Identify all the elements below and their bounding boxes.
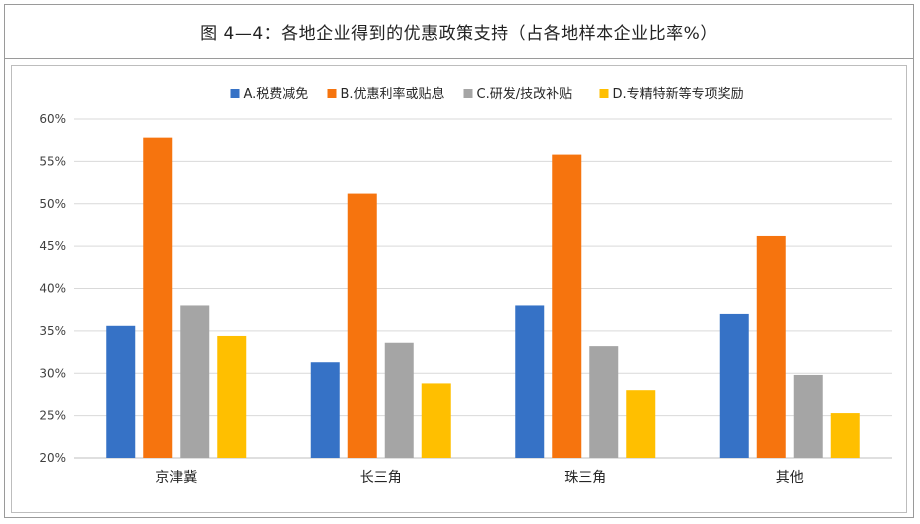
bar [793, 374, 823, 458]
figure-title-bar: 图 4—4：各地企业得到的优惠政策支持（占各地样本企业比率%） [5, 5, 913, 59]
y-tick-label: 40% [39, 282, 66, 296]
figure-title: 图 4—4：各地企业得到的优惠政策支持（占各地样本企业比率%） [200, 24, 718, 44]
figure-frame: 图 4—4：各地企业得到的优惠政策支持（占各地样本企业比率%） 20% 25% 30… [4, 4, 914, 518]
bar [552, 154, 582, 458]
bar [515, 305, 545, 458]
chart-area: 20% 25% 30% 35% 40% 45% 50% 55% 60% 京津冀 长三角 珠三角 其他 A.… [11, 65, 907, 513]
legend-swatch [599, 89, 609, 98]
bar [830, 413, 860, 458]
y-tick-label: 50% [39, 197, 66, 211]
bar [384, 342, 414, 458]
y-tick-label: 55% [39, 154, 66, 168]
legend-label: D.专精特新等专项奖励 [613, 86, 744, 102]
y-tick-label: 60% [39, 112, 66, 126]
bar [756, 235, 786, 458]
category-label: 珠三角 [564, 470, 606, 486]
legend-swatch [327, 89, 337, 98]
bar [421, 383, 451, 458]
category-label: 京津冀 [155, 470, 197, 486]
bar [589, 346, 619, 458]
y-tick-label: 35% [39, 324, 66, 338]
bar-chart: 20% 25% 30% 35% 40% 45% 50% 55% 60% 京津冀 长三角 珠三角 其他 A.… [39, 86, 892, 486]
bar [347, 193, 377, 458]
bar [217, 335, 247, 458]
bar [106, 325, 136, 458]
y-tick-label: 45% [39, 239, 66, 253]
legend-swatch [230, 89, 240, 98]
legend-label: B.优惠利率或贴息 [341, 86, 445, 102]
category-label: 其他 [776, 470, 804, 486]
legend-label: A.税费减免 [244, 87, 309, 102]
bar [310, 362, 340, 458]
bar [626, 390, 656, 458]
category-label: 长三角 [360, 470, 402, 486]
y-tick-label: 30% [39, 366, 66, 380]
bar [719, 313, 749, 458]
legend-swatch [463, 89, 473, 98]
bar [143, 137, 173, 458]
y-tick-label: 25% [39, 409, 66, 423]
y-tick-label: 20% [39, 451, 66, 465]
legend-label: C.研发/技改补贴 [477, 86, 573, 102]
bar [180, 305, 210, 458]
